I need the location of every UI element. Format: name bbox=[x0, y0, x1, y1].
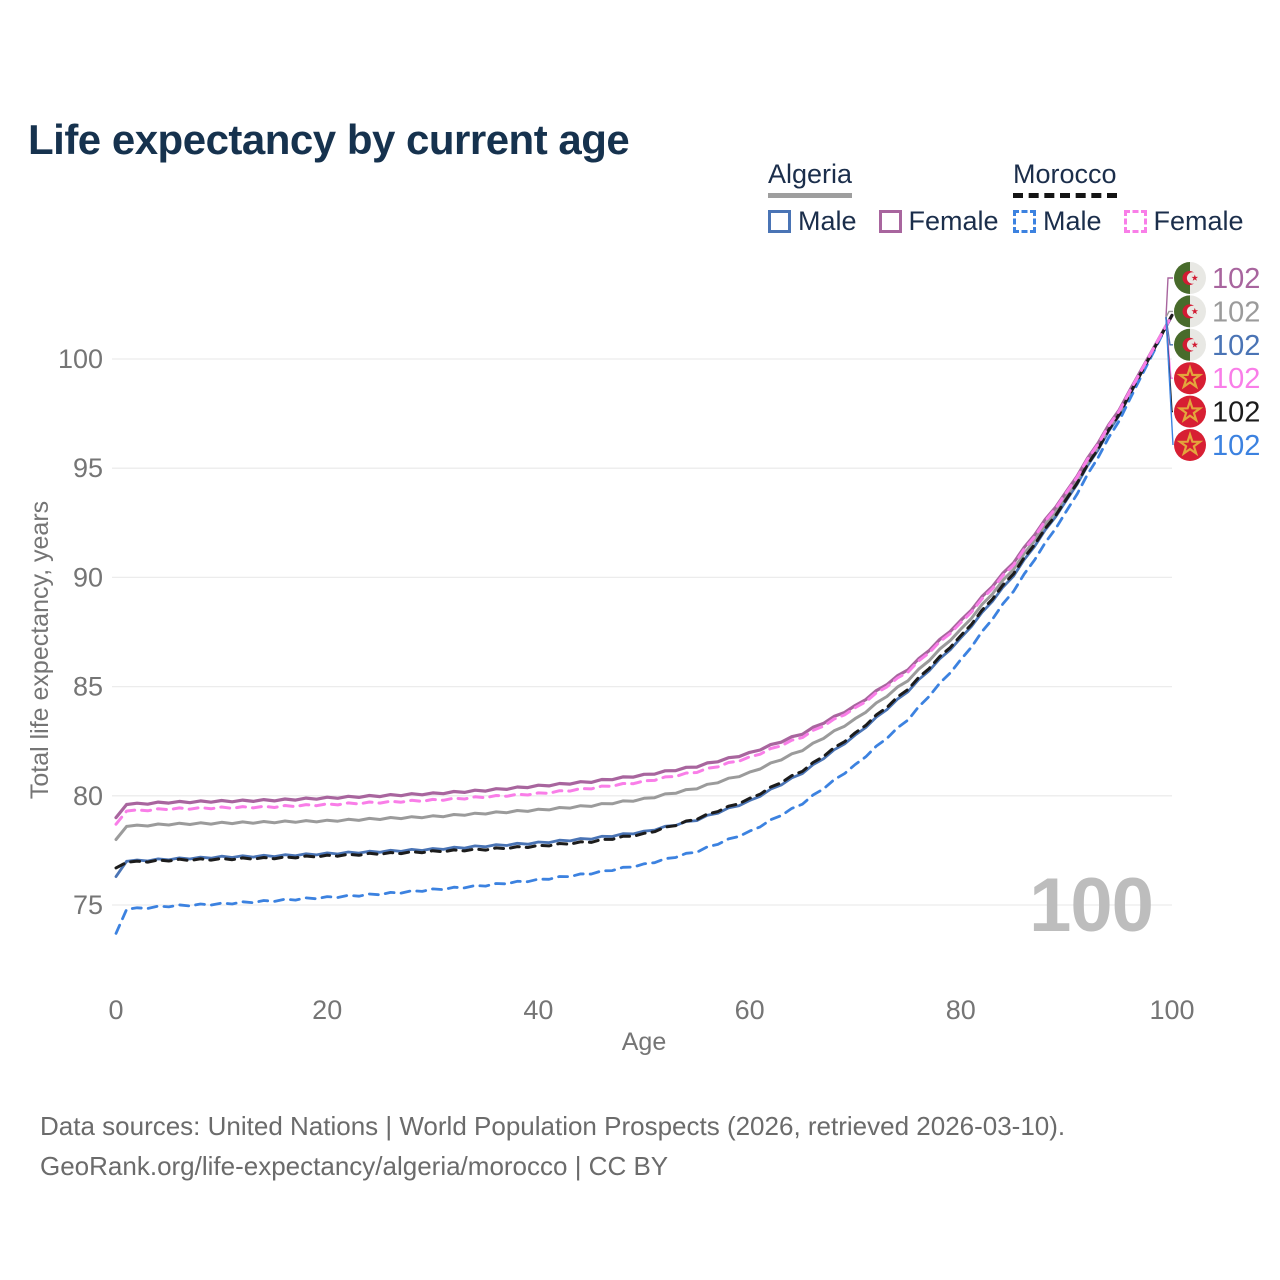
end-label-value: 102 bbox=[1212, 430, 1260, 462]
chart-footer: Data sources: United Nations | World Pop… bbox=[40, 1106, 1065, 1186]
series-line-algeria-male[interactable] bbox=[114, 313, 1174, 878]
series-line-algeria-female[interactable] bbox=[114, 313, 1174, 820]
x-tick-80: 80 bbox=[946, 995, 976, 1025]
y-tick-95: 95 bbox=[73, 453, 103, 483]
legend-item-algeria-male[interactable]: Male bbox=[768, 206, 857, 237]
legend-label-morocco-female: Female bbox=[1153, 205, 1244, 236]
legend-group-morocco: Morocco Male Female bbox=[1013, 159, 1266, 237]
life-expectancy-chart[interactable]: 75 80 85 90 95 100 0 20 40 60 80 100 Age Total life e… bbox=[0, 0, 1280, 1080]
series-line-morocco-female[interactable] bbox=[114, 313, 1174, 826]
morocco-flag-icon bbox=[1174, 429, 1206, 461]
algeria-flag-icon bbox=[1174, 262, 1206, 294]
legend-country-morocco[interactable]: Morocco bbox=[1013, 159, 1117, 198]
end-label-algeria: 102 bbox=[1165, 295, 1260, 328]
algeria-flag-icon bbox=[1174, 328, 1206, 361]
series-line-morocco-male[interactable] bbox=[114, 313, 1174, 935]
algeria-male-swatch-icon bbox=[768, 209, 791, 233]
legend-group-algeria: Algeria Male Female bbox=[768, 159, 1021, 237]
x-axis-title: Age bbox=[622, 1028, 666, 1056]
end-label-algeria-male: 102 bbox=[1165, 317, 1260, 362]
legend-country-algeria[interactable]: Algeria bbox=[768, 159, 853, 198]
data-sources-line: Data sources: United Nations | World Pop… bbox=[40, 1111, 1066, 1141]
y-axis-title: Total life expectancy, years bbox=[26, 501, 54, 799]
end-label-algeria-female: 102 bbox=[1165, 262, 1260, 318]
end-label-value: 102 bbox=[1212, 296, 1260, 328]
attribution-line: GeoRank.org/life-expectancy/algeria/moro… bbox=[40, 1151, 669, 1181]
x-tick-40: 40 bbox=[523, 995, 553, 1025]
y-tick-90: 90 bbox=[73, 562, 103, 592]
morocco-female-swatch-icon bbox=[1123, 209, 1147, 233]
x-tick-20: 20 bbox=[312, 995, 342, 1025]
x-tick-0: 0 bbox=[108, 995, 123, 1025]
page-title: Life expectancy by current age bbox=[28, 116, 630, 164]
end-label-morocco: 102 bbox=[1165, 317, 1260, 429]
legend-label-morocco-male: Male bbox=[1043, 205, 1102, 236]
end-label-value: 102 bbox=[1212, 397, 1260, 429]
y-tick-75: 75 bbox=[73, 890, 103, 920]
legend-items-algeria: Male Female bbox=[768, 206, 1021, 237]
morocco-male-swatch-icon bbox=[1013, 209, 1036, 233]
legend-item-algeria-female[interactable]: Female bbox=[878, 205, 999, 237]
algeria-female-swatch-icon bbox=[878, 209, 902, 233]
legend-label-algeria-male: Male bbox=[798, 205, 857, 236]
x-tick-100: 100 bbox=[1149, 995, 1194, 1025]
algeria-flag-icon bbox=[1174, 295, 1206, 328]
x-tick-60: 60 bbox=[735, 995, 765, 1025]
end-label-value: 102 bbox=[1212, 263, 1260, 295]
end-label-value: 102 bbox=[1212, 330, 1260, 362]
legend-items-morocco: Male Female bbox=[1013, 206, 1266, 237]
morocco-flag-icon bbox=[1174, 362, 1206, 395]
series-line-algeria[interactable] bbox=[114, 313, 1174, 841]
end-label-value: 102 bbox=[1212, 363, 1260, 395]
series-line-morocco[interactable] bbox=[114, 313, 1174, 870]
end-label-morocco-male: 102 bbox=[1165, 317, 1260, 462]
end-label-connector bbox=[1165, 317, 1174, 446]
y-tick-85: 85 bbox=[73, 672, 103, 702]
legend-item-morocco-female[interactable]: Female bbox=[1123, 205, 1244, 237]
legend-item-morocco-male[interactable]: Male bbox=[1013, 206, 1102, 237]
morocco-flag-icon bbox=[1174, 395, 1206, 428]
current-age-watermark: 100 bbox=[1029, 863, 1154, 948]
end-label-connector bbox=[1165, 310, 1173, 318]
y-tick-100: 100 bbox=[58, 344, 103, 374]
legend-label-algeria-female: Female bbox=[908, 205, 999, 236]
y-tick-80: 80 bbox=[73, 781, 103, 811]
end-label-connector bbox=[1165, 277, 1173, 318]
